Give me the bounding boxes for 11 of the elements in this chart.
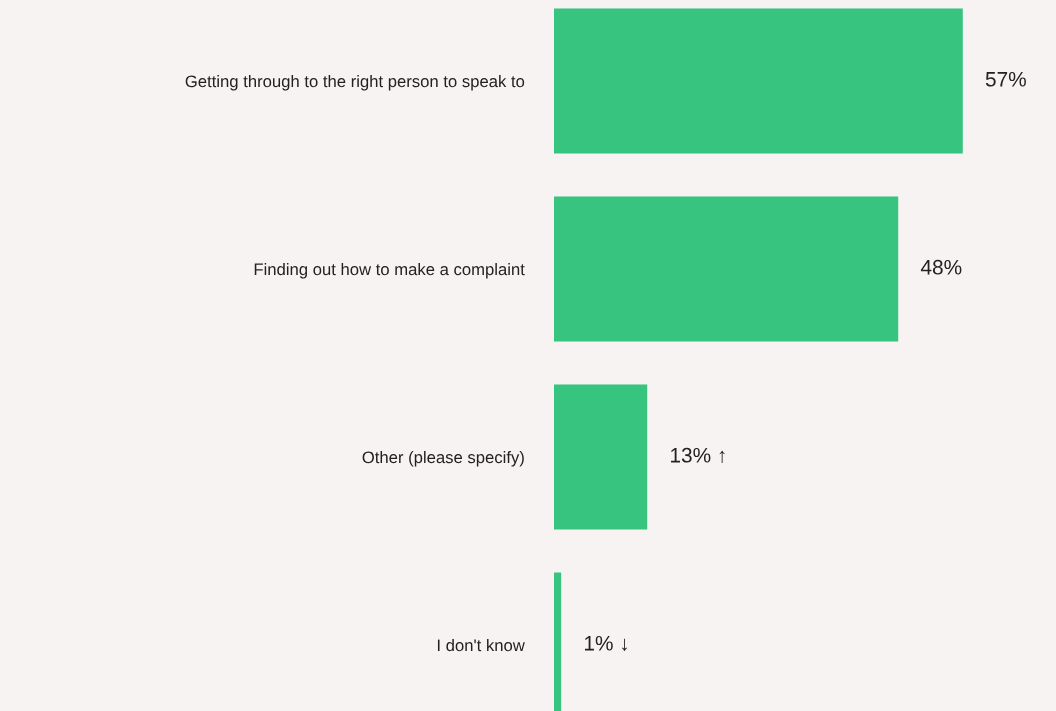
data-label: 57%: [985, 71, 1026, 87]
data-label: 48%: [920, 259, 962, 275]
data-label: 1% ↓: [584, 635, 627, 652]
data-label: 13% ↑: [671, 447, 725, 464]
y-tick-label: Finding out how to make a complaint: [254, 262, 525, 279]
bar: [554, 8, 963, 154]
bar: [554, 384, 648, 530]
y-tick-label: Getting through to the right person to speak to: [185, 74, 525, 91]
bar: [554, 196, 899, 342]
y-tick-label: Other (please specify): [362, 450, 524, 467]
y-tick-label: I don't know: [437, 638, 525, 652]
